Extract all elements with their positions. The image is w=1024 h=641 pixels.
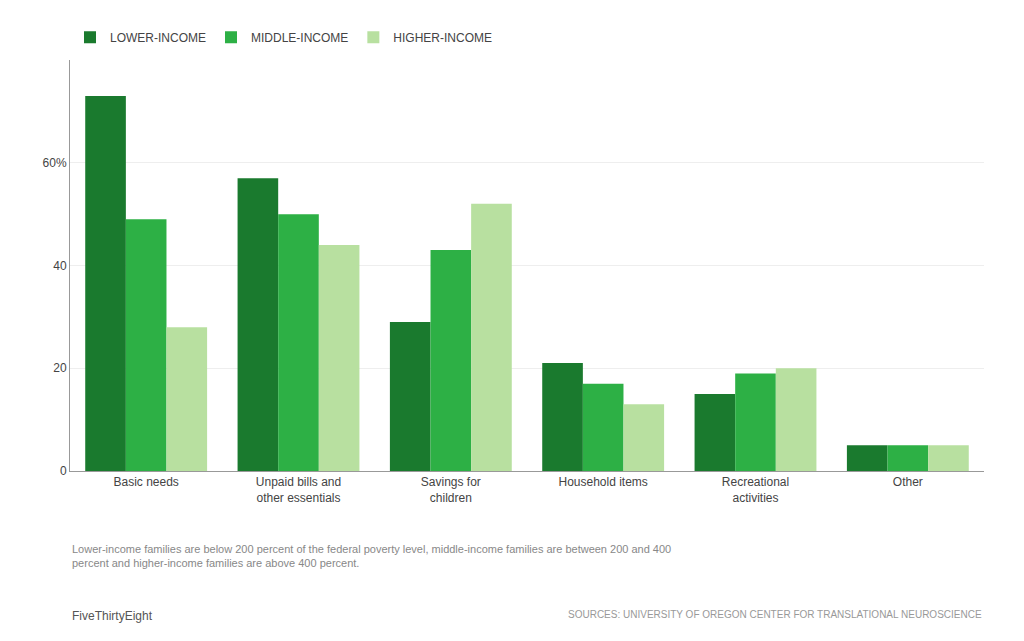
svg-text:Lower-income families are belo: Lower-income families are below 200 perc… <box>72 543 671 569</box>
svg-text:FiveThirtyEight: FiveThirtyEight <box>72 609 153 623</box>
svg-text:Other: Other <box>893 475 923 489</box>
svg-text:Recreationalactivities: Recreationalactivities <box>722 475 789 505</box>
svg-text:Household items: Household items <box>558 475 647 489</box>
svg-text:LOWER-INCOME: LOWER-INCOME <box>110 31 206 45</box>
svg-text:20: 20 <box>53 361 67 375</box>
svg-text:MIDDLE-INCOME: MIDDLE-INCOME <box>251 31 348 45</box>
svg-text:HIGHER-INCOME: HIGHER-INCOME <box>393 31 492 45</box>
svg-text:Unpaid bills andother essentia: Unpaid bills andother essentials <box>256 475 341 505</box>
svg-text:0: 0 <box>60 464 67 478</box>
svg-text:SOURCES: UNIVERSITY OF OREGON: SOURCES: UNIVERSITY OF OREGON CENTER FOR… <box>568 609 982 620</box>
svg-text:40: 40 <box>53 259 67 273</box>
svg-text:60%: 60% <box>43 156 67 170</box>
svg-text:Savings forchildren: Savings forchildren <box>421 475 481 505</box>
svg-text:Basic needs: Basic needs <box>113 475 178 489</box>
